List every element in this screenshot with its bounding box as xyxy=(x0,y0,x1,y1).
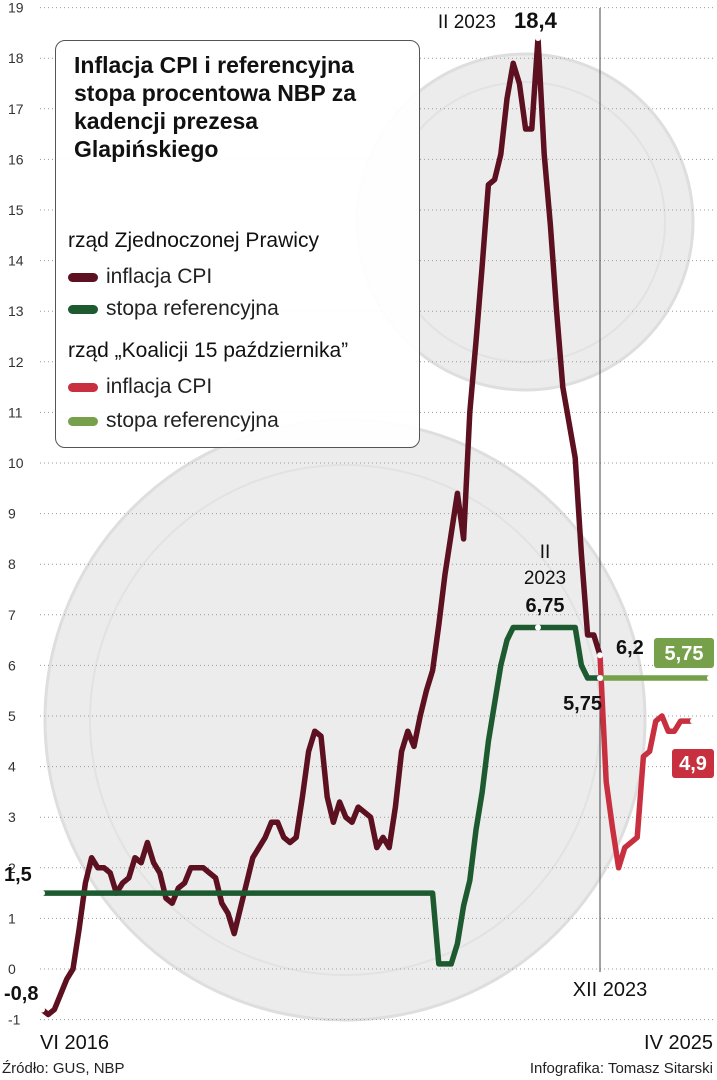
y-tick-label: 8 xyxy=(8,556,16,572)
annotation-dec2023-cpi: 6,2 xyxy=(616,637,644,659)
y-tick-label: 13 xyxy=(8,303,24,319)
source-note: Źródło: GUS, NBP xyxy=(2,1060,125,1077)
annotation-start-cpi: -0,8 xyxy=(4,983,38,1005)
y-tick-label: 19 xyxy=(8,0,24,16)
credit-note: Infografika: Tomasz Sitarski xyxy=(529,1060,713,1077)
value-marker xyxy=(597,675,603,682)
chart-title: Inflacja CPI i referencyjna stopa procen… xyxy=(74,52,357,162)
annotation-peak-cpi-date: II 2023 xyxy=(438,12,496,33)
legend-swatch-k15-cpi xyxy=(68,382,98,392)
legend-group-zp: rząd Zjednoczonej Prawicy xyxy=(68,229,319,252)
y-tick-label: 10 xyxy=(8,455,24,471)
x-label-divider: XII 2023 xyxy=(573,979,648,1001)
y-tick-label: 0 xyxy=(8,961,16,977)
legend-item-k15-cpi: inflacja CPI xyxy=(68,373,212,401)
legend-item-k15-rate: stopa referencyjna xyxy=(68,407,279,435)
y-tick-label: 4 xyxy=(8,759,16,775)
value-marker xyxy=(707,675,713,682)
annotation-peak-cpi-value: 18,4 xyxy=(514,8,558,33)
annotation-dec2023-rate: 5,75 xyxy=(563,693,602,715)
x-label-end: IV 2025 xyxy=(644,1032,713,1054)
end-rate-badge xyxy=(654,638,714,668)
legend-item-zp-cpi: inflacja CPI xyxy=(68,263,212,291)
annotation-peak-rate-value: 6,75 xyxy=(526,595,565,617)
series-layer xyxy=(39,35,713,1018)
legend-item-zp-rate: stopa referencyjna xyxy=(68,295,279,323)
y-tick-label: 15 xyxy=(8,202,24,218)
legend-group-k15: rząd „Koalicji 15 października” xyxy=(68,339,349,362)
y-tick-label: 3 xyxy=(8,809,16,825)
annotation-start-rate: 1,5 xyxy=(4,864,32,886)
annotation-peak-rate-year: 2023 xyxy=(524,568,566,589)
legend-label-zp-rate: stopa referencyjna xyxy=(106,297,279,320)
annotation-peak-rate-date: II xyxy=(540,542,551,563)
y-tick-label: 6 xyxy=(8,657,16,673)
y-tick-label: 7 xyxy=(8,607,16,623)
legend-label-k15-rate: stopa referencyjna xyxy=(106,409,279,432)
x-axis-labels: VI 2016 XII 2023 IV 2025 xyxy=(40,979,713,1054)
legend: Inflacja CPI i referencyjna stopa procen… xyxy=(55,40,420,448)
value-marker xyxy=(39,890,45,897)
legend-label-k15-cpi: inflacja CPI xyxy=(106,375,213,398)
legend-swatch-zp-cpi xyxy=(68,272,98,282)
value-marker xyxy=(535,624,541,631)
series-line-1 xyxy=(39,35,603,1018)
y-tick-label: 16 xyxy=(8,151,24,167)
y-tick-label: 1 xyxy=(8,910,16,926)
y-tick-label: -1 xyxy=(8,1012,21,1028)
legend-swatch-k15-rate xyxy=(68,416,98,426)
y-tick-label: 5 xyxy=(8,708,16,724)
y-tick-label: 11 xyxy=(8,404,23,420)
value-marker xyxy=(597,652,603,659)
y-tick-label: 18 xyxy=(8,50,24,66)
value-marker xyxy=(39,1006,45,1013)
y-tick-label: 12 xyxy=(8,354,24,370)
series-line-3 xyxy=(597,652,696,871)
value-marker xyxy=(535,34,541,41)
legend-label-zp-cpi: inflacja CPI xyxy=(106,265,213,288)
legend-swatch-zp-rate xyxy=(68,304,98,314)
annotation-end-rate: 5,75 xyxy=(665,643,704,665)
x-label-start: VI 2016 xyxy=(40,1032,109,1054)
value-marker xyxy=(690,718,696,725)
annotations: -0,8 1,5 II 2023 18,4 II 2023 6,75 6,2 5,75 5,75 4… xyxy=(4,8,714,1013)
y-tick-label: 2 xyxy=(8,860,16,876)
annotation-end-cpi: 4,9 xyxy=(679,753,707,775)
y-tick-label: 17 xyxy=(8,101,24,117)
y-tick-label: 9 xyxy=(8,506,16,522)
y-tick-label: 14 xyxy=(8,253,24,269)
series-line-2 xyxy=(39,624,603,967)
end-cpi-badge xyxy=(672,749,714,778)
